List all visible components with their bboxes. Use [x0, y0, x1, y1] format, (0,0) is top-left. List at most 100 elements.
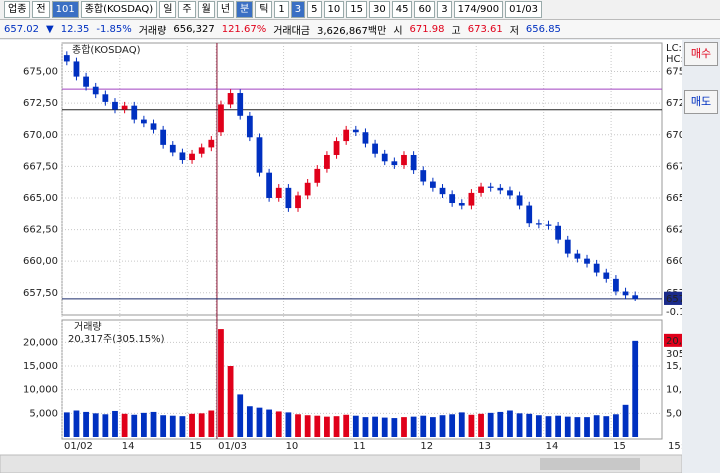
- volume-bar: [218, 329, 224, 437]
- y-tick-label: 10,000: [666, 385, 682, 396]
- candle-body: [121, 105, 128, 110]
- candle-body: [198, 147, 205, 154]
- volume-bar: [507, 410, 513, 437]
- candle-body: [256, 137, 263, 173]
- period-button[interactable]: 분: [236, 1, 254, 18]
- background: [0, 40, 682, 473]
- volume-bar: [622, 404, 629, 437]
- hc-label: HC:-2.82: [666, 54, 682, 65]
- period-button[interactable]: 년: [216, 1, 235, 18]
- count-field[interactable]: 174/900: [453, 1, 504, 18]
- volume-ratio: 121.67%: [221, 23, 267, 35]
- candle-body: [526, 205, 533, 224]
- x-tick-label: 14: [122, 441, 135, 452]
- volume-bar: [227, 366, 234, 437]
- interval-button[interactable]: 3: [290, 1, 306, 18]
- interval-button[interactable]: 60: [414, 1, 436, 18]
- volume-bar: [169, 415, 176, 437]
- volume-bar: [526, 413, 533, 437]
- name-field[interactable]: 종합(KOSDAQ): [80, 1, 158, 18]
- info-bar: 657.02 ▼ 12.35 -1.85% 거래량 656,327 121.67…: [0, 20, 720, 39]
- volume-bar: [613, 414, 619, 437]
- candle-body: [324, 154, 330, 169]
- volume-bar: [497, 411, 504, 437]
- volume-bar: [439, 415, 446, 437]
- x-tick-label: 15: [189, 441, 202, 452]
- candle-body: [391, 161, 398, 166]
- y-tick-label: 660,00: [666, 256, 682, 267]
- volume-bar: [468, 414, 475, 437]
- interval-button[interactable]: 5: [307, 1, 322, 18]
- volume-bar: [555, 415, 562, 437]
- volume-ratio: 305.15%: [666, 349, 682, 360]
- x-tick-label: 01/02: [64, 441, 93, 452]
- scroll-thumb[interactable]: [540, 458, 640, 470]
- volume-bar: [121, 413, 128, 437]
- x-tick-label: 13: [478, 441, 491, 452]
- candle-body: [632, 295, 639, 299]
- candle-body: [208, 139, 215, 148]
- volume-bar: [458, 412, 465, 437]
- candle-body: [92, 86, 99, 95]
- interval-button[interactable]: 10: [323, 1, 345, 18]
- volume-bar: [314, 415, 321, 437]
- label: 시: [393, 25, 403, 37]
- period-button[interactable]: 월: [197, 1, 215, 18]
- interval-button[interactable]: 15: [346, 1, 368, 18]
- candle-body: [131, 105, 138, 120]
- volume-bar: [333, 416, 340, 437]
- candle-body: [189, 153, 195, 161]
- volume-bar: [208, 410, 215, 437]
- interval-button[interactable]: 1: [274, 1, 289, 18]
- volume-title: 거래량: [74, 321, 102, 333]
- y-tick-label: 672,50: [666, 98, 682, 109]
- date-field[interactable]: 01/03: [505, 1, 542, 18]
- chart-title: 종합(KOSDAQ): [72, 44, 141, 56]
- chart: 657,50657,50660,00660,00662,50662,50665,…: [0, 40, 682, 473]
- interval-input[interactable]: 3: [437, 1, 452, 18]
- y-tick-label: 670,00: [666, 130, 682, 141]
- candle-body: [150, 123, 157, 130]
- low: 656.85: [525, 23, 561, 35]
- change: 12.35: [60, 23, 90, 35]
- period-button[interactable]: 주: [178, 1, 196, 18]
- market-select[interactable]: 업종: [4, 1, 31, 18]
- scrollbar[interactable]: [0, 454, 682, 473]
- code-input[interactable]: 101: [51, 1, 79, 18]
- period-button[interactable]: 틱: [255, 1, 273, 18]
- volume-bar: [391, 418, 398, 437]
- scope-button[interactable]: 전: [32, 1, 50, 18]
- volume-bar: [256, 407, 263, 437]
- period-button[interactable]: 일: [159, 1, 177, 18]
- candle-body: [410, 154, 417, 171]
- volume-bar: [179, 416, 186, 437]
- candle-body: [285, 187, 292, 209]
- candle-body: [275, 187, 282, 198]
- interval-button[interactable]: 45: [391, 1, 413, 18]
- candle-body: [593, 263, 600, 273]
- candle-body: [507, 190, 513, 196]
- volume-bar: [352, 415, 359, 437]
- candle-body: [478, 186, 484, 193]
- volume-bar: [237, 394, 244, 437]
- y-tick-label: 670,00: [23, 130, 58, 141]
- volume-bar: [304, 415, 311, 437]
- candle-body: [439, 187, 446, 195]
- volume-legend: 20,317주(305.15%): [68, 334, 165, 345]
- buy-button[interactable]: 매수: [684, 42, 718, 66]
- volume-bar: [564, 416, 571, 437]
- y-tick-label: 15,000: [666, 361, 682, 372]
- candle-body: [227, 93, 234, 105]
- candle-body: [112, 101, 118, 110]
- candle-body: [535, 223, 542, 225]
- label: 저: [509, 25, 519, 37]
- volume-bar: [83, 411, 89, 437]
- volume-bar: [632, 340, 639, 437]
- open: 671.98: [409, 23, 445, 35]
- y-tick-label: 665,00: [23, 193, 58, 204]
- x-tick-label: 11: [353, 441, 366, 452]
- label: 고: [451, 25, 461, 37]
- interval-button[interactable]: 30: [369, 1, 390, 18]
- sell-button[interactable]: 매도: [684, 90, 718, 114]
- candle-body: [362, 132, 369, 144]
